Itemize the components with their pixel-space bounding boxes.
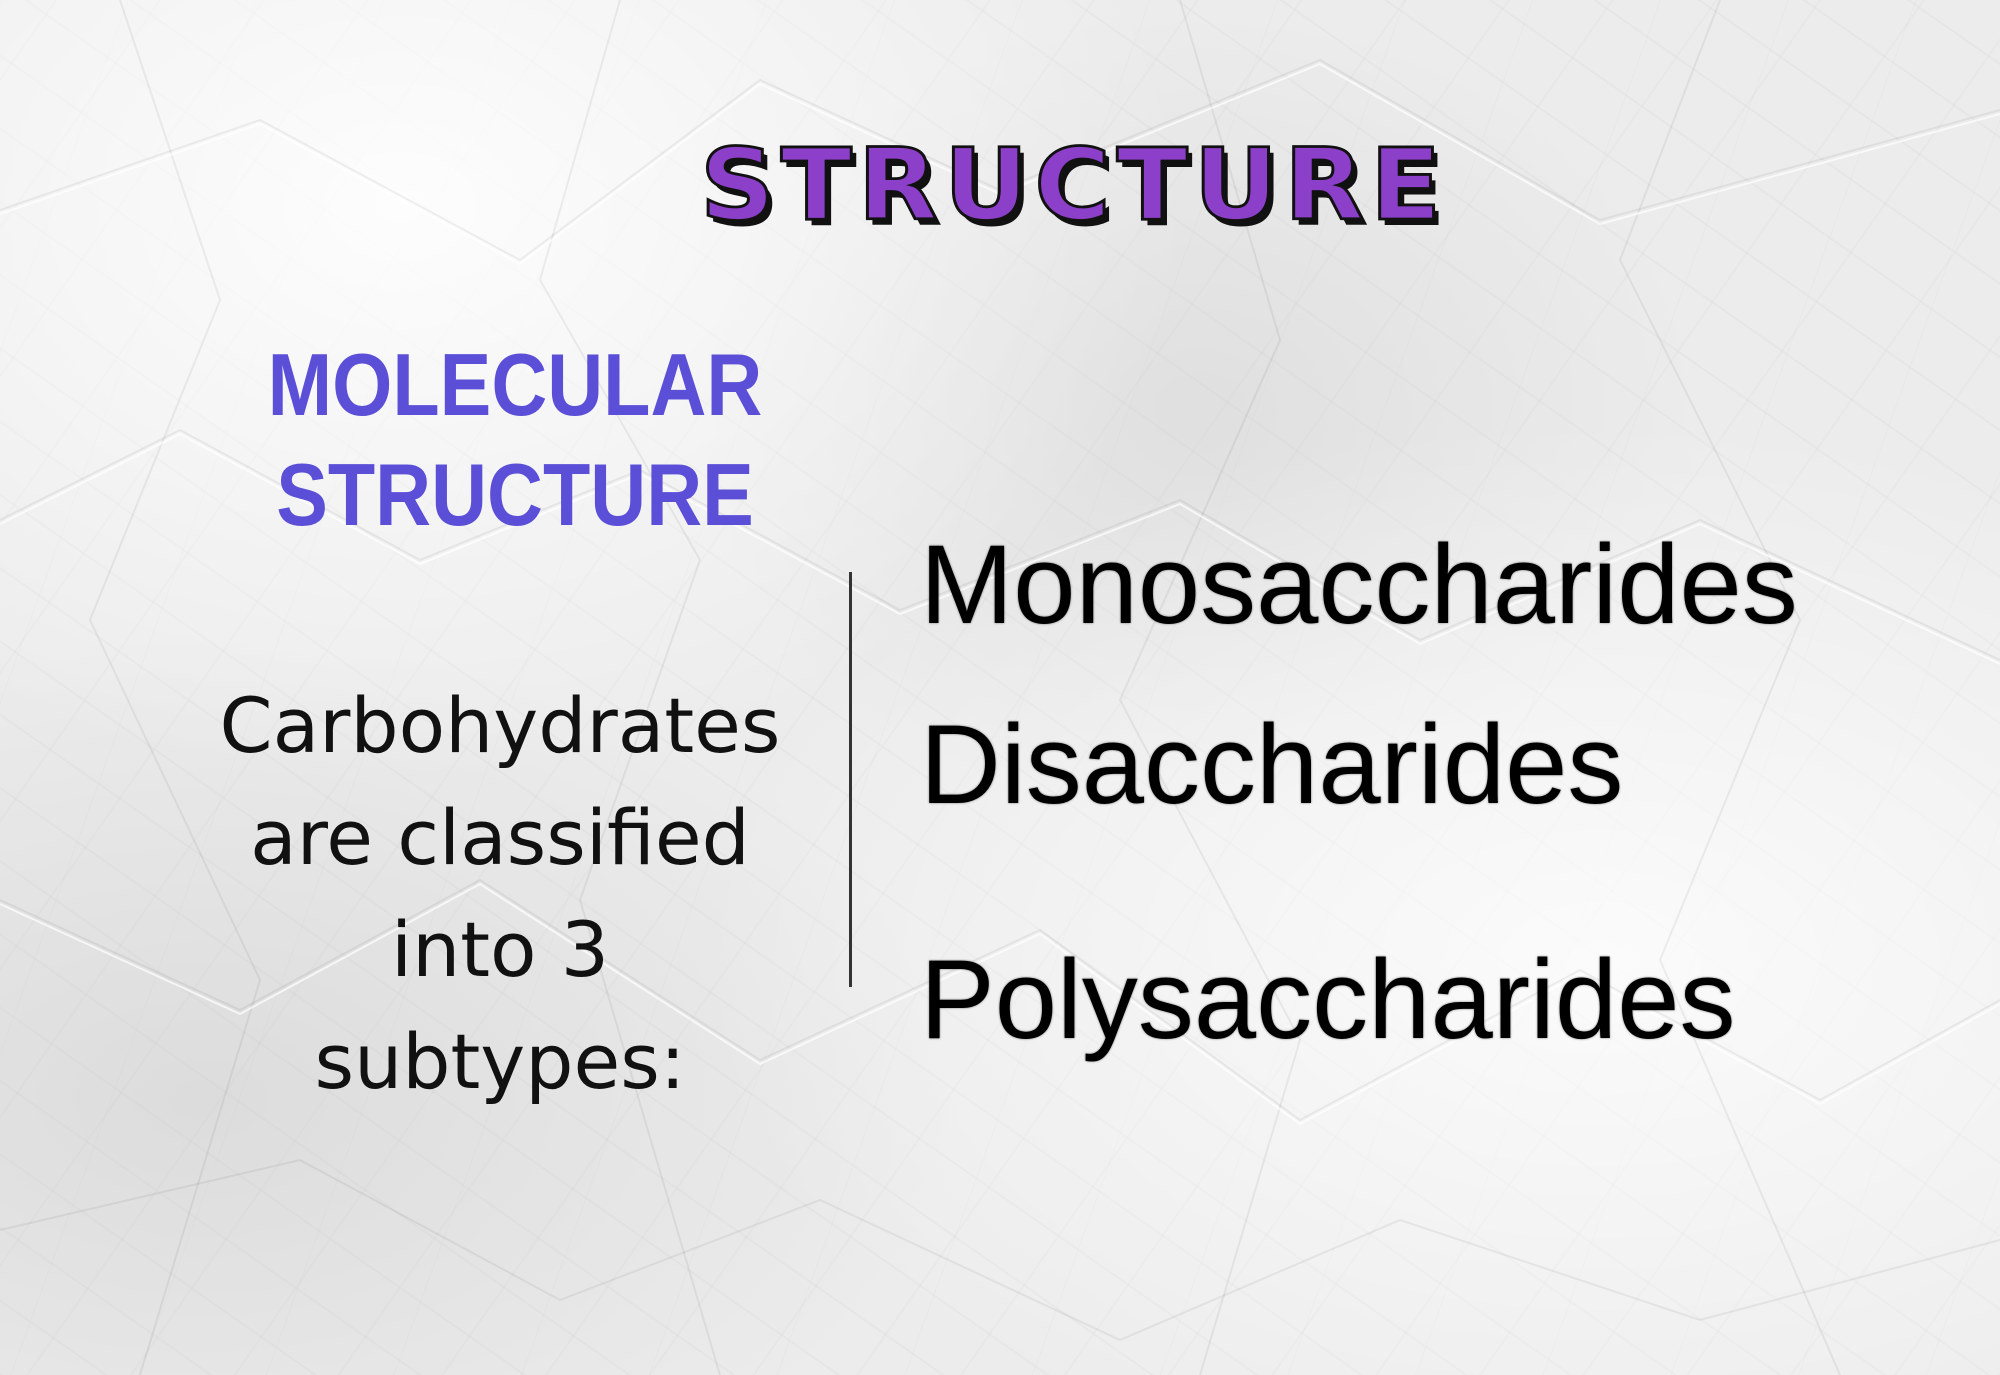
page-title: STRUCTURE [699,126,1448,245]
section-heading-line: MOLECULAR [267,335,763,434]
subtype-polysaccharides: Polysaccharides [920,937,1736,1062]
section-heading-line: STRUCTURE [276,445,754,544]
subtype-monosaccharides: Monosaccharides [920,522,1798,647]
description-text: Carbohydrates are classified into 3 subt… [170,670,830,1118]
description-line: Carbohydrates [219,681,781,770]
section-heading: MOLECULAR STRUCTURE [264,330,766,550]
description-line: into 3 [390,905,610,994]
description-line: are classified [250,793,750,882]
subtype-disaccharides: Disaccharides [920,702,1624,827]
vertical-divider [849,572,852,987]
description-line: subtypes: [314,1017,686,1106]
